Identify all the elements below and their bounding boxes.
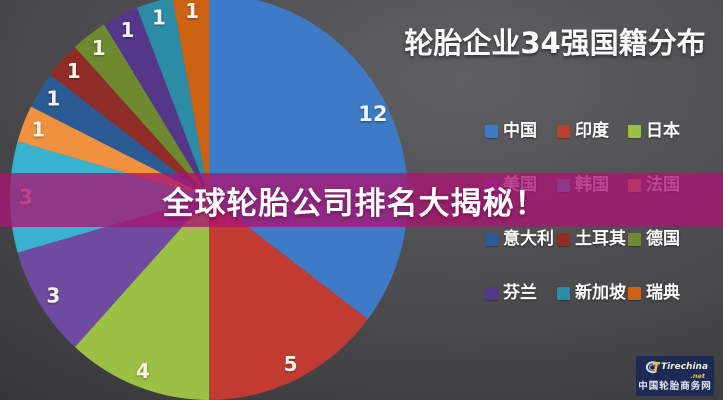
pie-slice-9	[74, 24, 210, 198]
watermark-logo-row: Tirechina	[642, 361, 708, 374]
pie-slice-11	[137, 0, 209, 197]
pie-slice-value: 3	[46, 283, 60, 307]
legend: 中国印度日本美国韩国法国意大利土耳其德国芬兰新加坡瑞典	[485, 123, 717, 339]
headline-text: 全球轮胎公司排名大揭秘！	[162, 185, 547, 222]
pie-slice-value: 1	[92, 36, 106, 60]
watermark-site-name: 中国轮胎商务网	[638, 380, 712, 392]
pie-slice-12	[172, 0, 209, 197]
legend-item: 中国	[485, 123, 557, 140]
legend-item: 土耳其	[557, 231, 628, 248]
pie-slice-value: 4	[136, 359, 150, 383]
legend-item: 德国	[628, 231, 717, 248]
legend-swatch	[557, 233, 570, 246]
legend-label: 德国	[646, 229, 680, 249]
pie-slice-3	[74, 197, 210, 400]
tirechina-logo-icon	[645, 361, 661, 374]
pie-slice-value: 1	[31, 118, 45, 142]
legend-label: 瑞典	[646, 283, 680, 303]
legend-label: 中国	[503, 121, 537, 141]
watermark-domain-suffix: .net	[690, 371, 705, 380]
legend-item: 意大利	[485, 231, 557, 248]
legend-swatch	[628, 287, 641, 300]
pie-slice-value: 5	[284, 352, 298, 376]
legend-swatch	[485, 287, 498, 300]
watermark-brand: Tirechina	[660, 362, 709, 372]
legend-swatch	[557, 287, 570, 300]
headline-banner: 全球轮胎公司排名大揭秘！	[0, 173, 723, 227]
legend-label: 印度	[575, 121, 609, 141]
legend-item: 日本	[628, 123, 717, 140]
pie-slice-1	[209, 0, 408, 320]
legend-swatch	[628, 125, 641, 138]
pie-slice-7	[30, 74, 210, 197]
legend-label: 新加坡	[575, 283, 626, 303]
legend-item: 新加坡	[557, 285, 628, 302]
pie-slice-value: 1	[46, 87, 60, 111]
legend-label: 芬兰	[503, 283, 537, 303]
pie-slice-value: 1	[67, 59, 81, 83]
pie-slice-4	[17, 197, 209, 347]
chart-title: 轮胎企业34强国籍分布	[404, 26, 706, 60]
legend-item: 印度	[557, 123, 628, 140]
legend-item: 芬兰	[485, 285, 557, 302]
legend-swatch	[485, 233, 498, 246]
pie-slice-10	[104, 7, 209, 198]
legend-swatch	[485, 125, 498, 138]
pie-slice-value: 1	[120, 18, 134, 42]
legend-label: 意大利	[503, 229, 554, 249]
legend-item: 瑞典	[628, 285, 717, 302]
legend-label: 土耳其	[575, 229, 626, 249]
legend-swatch	[557, 125, 570, 138]
pie-slice-value: 12	[358, 102, 387, 126]
pie-slice-2	[209, 197, 368, 400]
legend-swatch	[628, 233, 641, 246]
pie-slice-8	[50, 47, 210, 197]
legend-label: 日本	[646, 121, 680, 141]
watermark: Tirechina .net 中国轮胎商务网	[636, 356, 714, 396]
pie-slice-value: 1	[185, 0, 199, 23]
pie-slice-value: 1	[152, 5, 166, 29]
